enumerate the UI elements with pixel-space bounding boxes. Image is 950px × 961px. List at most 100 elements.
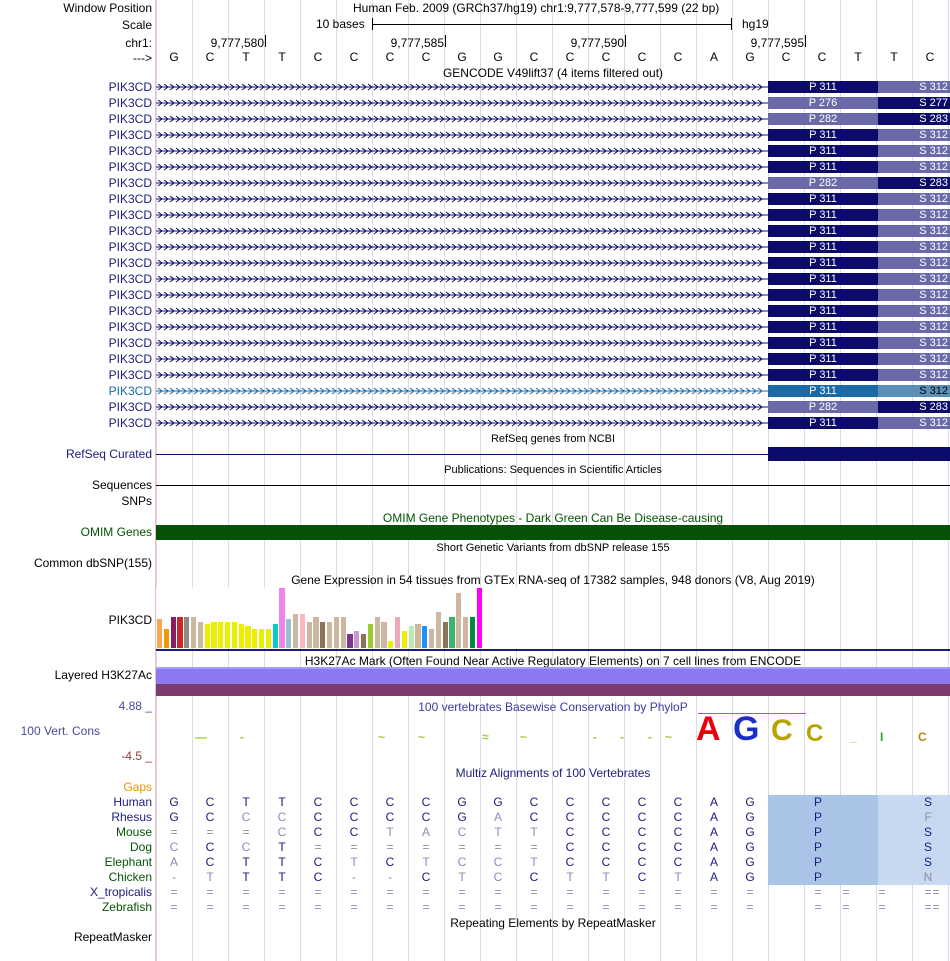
gencode-transcript-row[interactable]: P 282 S 283 <box>156 113 950 125</box>
gtex-tissue-bar[interactable] <box>435 612 441 648</box>
gtex-tissue-bar[interactable] <box>211 622 217 648</box>
gencode-row-label[interactable]: PIK3CD <box>108 368 152 382</box>
gencode-row-label[interactable]: PIK3CD <box>108 288 152 302</box>
gencode-transcript-row[interactable]: P 311 S 312 <box>156 337 950 349</box>
gtex-tissue-bar[interactable] <box>197 622 203 648</box>
gencode-transcript-row[interactable]: P 311 S 312 <box>156 129 950 141</box>
gencode-transcript-row[interactable]: P 311 S 312 <box>156 145 950 157</box>
gtex-tissue-bar[interactable] <box>252 629 258 648</box>
gtex-tissue-bar[interactable] <box>259 629 265 648</box>
gtex-tissue-bar[interactable] <box>231 622 237 648</box>
gencode-transcript-row[interactable]: P 311 S 312 <box>156 257 950 269</box>
gtex-tissue-bar[interactable] <box>177 617 183 648</box>
gtex-tissue-bar[interactable] <box>225 622 231 648</box>
gencode-row-label[interactable]: PIK3CD <box>108 96 152 110</box>
gencode-row-label[interactable]: PIK3CD <box>108 272 152 286</box>
gencode-transcript-row[interactable]: P 311 S 312 <box>156 273 950 285</box>
h3k27ac-layer-1[interactable] <box>156 668 950 684</box>
refseq-exon[interactable] <box>768 447 950 461</box>
gtex-tissue-bar[interactable] <box>327 622 333 648</box>
gencode-row-label[interactable]: PIK3CD <box>108 256 152 270</box>
h3k27ac-track-label[interactable]: Layered H3K27Ac <box>54 668 152 682</box>
gtex-tissue-bar[interactable] <box>163 629 169 648</box>
gtex-tissue-bar[interactable] <box>469 617 475 648</box>
gencode-transcript-row[interactable]: P 311 S 312 <box>156 193 950 205</box>
gencode-row-label[interactable]: PIK3CD <box>108 160 152 174</box>
gtex-tissue-bar[interactable] <box>415 624 421 648</box>
omim-gene-bar[interactable] <box>156 525 950 540</box>
gtex-tissue-bar[interactable] <box>347 634 353 648</box>
gencode-row-label[interactable]: PIK3CD <box>108 224 152 238</box>
sequences-track-label[interactable]: Sequences <box>91 478 152 492</box>
species-label[interactable]: Chicken <box>108 870 152 884</box>
gtex-tissue-bar[interactable] <box>333 617 339 648</box>
gtex-tissue-bar[interactable] <box>299 614 305 648</box>
gencode-transcript-row[interactable]: P 311 S 312 <box>156 321 950 333</box>
gtex-tissue-bar[interactable] <box>170 617 176 648</box>
gencode-transcript-row[interactable]: P 311 S 312 <box>156 289 950 301</box>
species-label[interactable]: Human <box>113 795 152 809</box>
gtex-tissue-bar[interactable] <box>401 631 407 648</box>
gtex-tissue-bar[interactable] <box>272 624 278 648</box>
gtex-tissue-bar[interactable] <box>238 624 244 648</box>
gtex-tissue-bar[interactable] <box>408 626 414 648</box>
gencode-transcript-row[interactable]: P 311 S 312 <box>156 305 950 317</box>
omim-track-label[interactable]: OMIM Genes <box>80 525 152 539</box>
gtex-tissue-bar[interactable] <box>286 619 292 648</box>
gtex-tissue-bar[interactable] <box>429 629 435 648</box>
gencode-row-label[interactable]: PIK3CD <box>108 112 152 126</box>
gtex-tissue-bar[interactable] <box>184 617 190 648</box>
gencode-transcript-row[interactable]: P 311 S 312 <box>156 161 950 173</box>
species-label[interactable]: Zebrafish <box>101 900 152 914</box>
gtex-tissue-bar[interactable] <box>449 617 455 648</box>
gtex-track-label[interactable]: PIK3CD <box>108 613 152 627</box>
gencode-row-label[interactable]: PIK3CD <box>108 384 152 398</box>
gtex-tissue-bar[interactable] <box>476 588 482 648</box>
gtex-tissue-bar[interactable] <box>361 634 367 648</box>
repeatmasker-track-label[interactable]: RepeatMasker <box>73 930 152 944</box>
gencode-row-label[interactable]: PIK3CD <box>108 144 152 158</box>
gencode-row-label[interactable]: PIK3CD <box>108 128 152 142</box>
gencode-transcript-row[interactable]: P 311 S 312 <box>156 225 950 237</box>
gencode-row-label[interactable]: PIK3CD <box>108 304 152 318</box>
gencode-row-label[interactable]: PIK3CD <box>108 80 152 94</box>
refseq-intron-line[interactable] <box>156 454 768 455</box>
gtex-tissue-bar[interactable] <box>340 617 346 648</box>
gencode-transcript-row[interactable]: P 311 S 312 <box>156 209 950 221</box>
conservation-track-label[interactable]: 100 Vert. Cons <box>20 724 100 738</box>
gtex-tissue-bar[interactable] <box>313 617 319 648</box>
gtex-tissue-bar[interactable] <box>463 617 469 648</box>
gencode-transcript-row[interactable]: P 282 S 283 <box>156 401 950 413</box>
gencode-transcript-row[interactable]: P 311 S 312 <box>156 81 950 93</box>
refseq-track-label[interactable]: RefSeq Curated <box>65 447 152 461</box>
gtex-tissue-bar[interactable] <box>204 624 210 648</box>
h3k27ac-layer-2[interactable] <box>156 684 950 696</box>
gtex-tissue-bar[interactable] <box>367 624 373 648</box>
gencode-transcript-row[interactable]: P 311 S 312 <box>156 417 950 429</box>
gtex-tissue-bar[interactable] <box>265 629 271 648</box>
gencode-row-label[interactable]: PIK3CD <box>108 352 152 366</box>
gencode-row-label[interactable]: PIK3CD <box>108 416 152 430</box>
gtex-tissue-bar[interactable] <box>354 631 360 648</box>
gencode-row-label[interactable]: PIK3CD <box>108 336 152 350</box>
gtex-tissue-bar[interactable] <box>320 622 326 648</box>
gtex-tissue-bar[interactable] <box>456 593 462 648</box>
gtex-tissue-bar[interactable] <box>422 626 428 648</box>
gtex-tissue-bar[interactable] <box>293 614 299 648</box>
gencode-row-label[interactable]: PIK3CD <box>108 400 152 414</box>
gtex-tissue-bar[interactable] <box>388 641 394 648</box>
species-label[interactable]: Rhesus <box>111 810 152 824</box>
gtex-tissue-bar[interactable] <box>306 622 312 648</box>
gtex-tissue-bar[interactable] <box>245 626 251 648</box>
gencode-transcript-row[interactable]: P 311 S 312 <box>156 369 950 381</box>
gencode-row-label[interactable]: PIK3CD <box>108 176 152 190</box>
gencode-row-label[interactable]: PIK3CD <box>108 192 152 206</box>
dbsnp-track-label[interactable]: Common dbSNP(155) <box>33 556 152 570</box>
gtex-tissue-bar[interactable] <box>395 617 401 648</box>
species-label[interactable]: Dog <box>129 840 152 854</box>
gtex-tissue-bar[interactable] <box>381 622 387 648</box>
gtex-tissue-bar[interactable] <box>191 617 197 648</box>
gencode-transcript-row[interactable]: P 282 S 283 <box>156 177 950 189</box>
gtex-tissue-bar[interactable] <box>442 622 448 648</box>
gencode-transcript-row[interactable]: P 276 S 277 <box>156 97 950 109</box>
